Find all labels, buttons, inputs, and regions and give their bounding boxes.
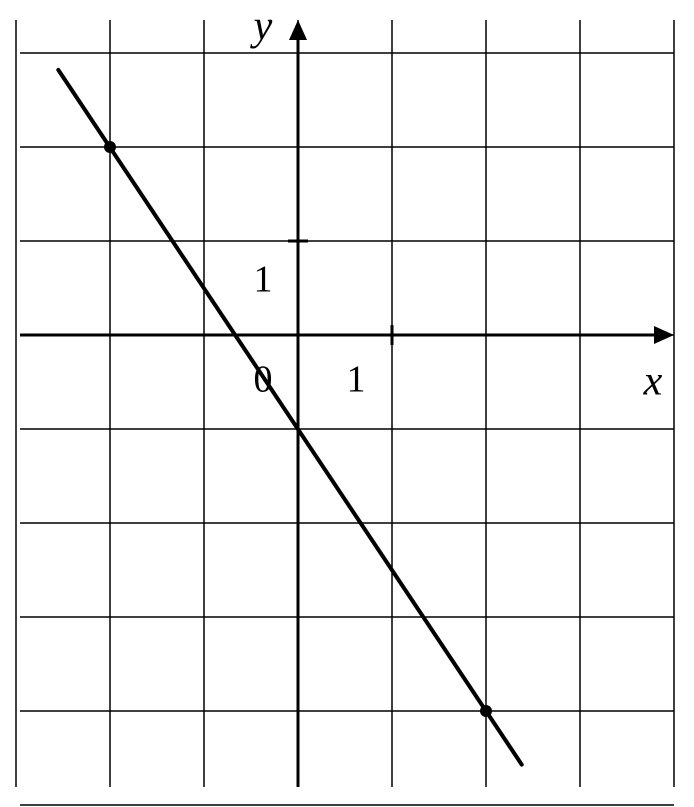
svg-text:1: 1 — [347, 359, 366, 401]
svg-text:x: x — [643, 359, 663, 405]
svg-text:1: 1 — [254, 259, 273, 301]
chart-svg: y x 0 1 1 — [0, 0, 694, 807]
svg-text:0: 0 — [254, 359, 273, 401]
coordinate-plane-chart: y x 0 1 1 — [0, 0, 694, 807]
svg-text:y: y — [250, 4, 273, 50]
